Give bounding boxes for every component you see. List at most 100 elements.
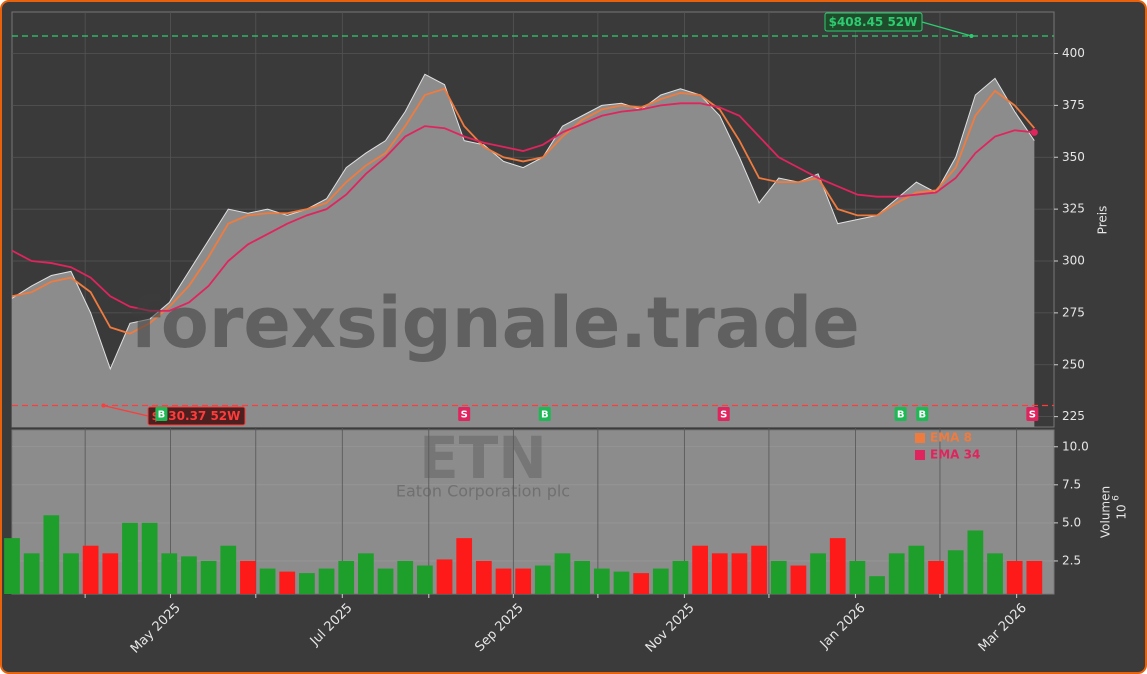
volume-bar xyxy=(751,545,767,594)
annotation-box xyxy=(824,12,923,32)
volume-bar xyxy=(299,573,315,594)
y2-tick-label: 10.0 xyxy=(1062,439,1089,453)
signal-label: B xyxy=(541,410,549,421)
volume-bar xyxy=(711,553,728,594)
price-line xyxy=(11,73,1035,371)
annotation-arrow xyxy=(103,404,149,417)
volume-bar xyxy=(102,553,119,594)
y-tick-label: 300 xyxy=(1062,254,1085,268)
volume-bar xyxy=(318,568,335,594)
volume-bar xyxy=(947,550,964,594)
volume-bar xyxy=(574,560,591,594)
y-axis-label: Preis xyxy=(1096,206,1110,235)
volume-bar xyxy=(141,522,158,594)
volume-bar xyxy=(790,565,807,594)
volume-bar xyxy=(279,571,296,594)
volume-bar xyxy=(122,522,138,594)
volume-bar xyxy=(161,553,178,594)
y-tick-label: 275 xyxy=(1062,305,1085,319)
signal-label: S xyxy=(720,410,727,421)
volume-bar xyxy=(593,568,610,594)
volume-bar xyxy=(200,560,217,594)
y-tick-label: 250 xyxy=(1062,357,1085,371)
ema-line xyxy=(11,102,1035,312)
annotation-label: $230.37 52W xyxy=(152,409,241,423)
legend-label: EMA 34 xyxy=(930,448,980,462)
volume-bar xyxy=(633,573,649,594)
volume-bar xyxy=(475,560,492,594)
annotation-point xyxy=(969,33,974,38)
volume-bar xyxy=(554,553,571,594)
y-tick-label: 325 xyxy=(1062,202,1085,216)
volume-bar xyxy=(869,576,885,594)
annotation-label: $408.45 52W xyxy=(829,15,918,29)
y2-tick-label: 5.0 xyxy=(1062,515,1081,529)
signal-label: B xyxy=(918,410,926,421)
annotation-arrow xyxy=(921,21,972,37)
volume-bar xyxy=(4,538,20,594)
volume-bar xyxy=(908,545,925,594)
volume-bar xyxy=(967,530,984,594)
ema-line xyxy=(11,87,1036,335)
volume-bar xyxy=(888,553,905,594)
price-area xyxy=(12,74,1035,427)
y2-tick-label: 7.5 xyxy=(1062,477,1081,491)
y-tick-label: 400 xyxy=(1062,46,1085,60)
volume-bar xyxy=(181,556,197,594)
volume-bar xyxy=(1026,560,1043,594)
signal-box xyxy=(1026,407,1039,421)
signal-label: S xyxy=(1029,410,1036,421)
volume-bar xyxy=(259,568,276,594)
volume-bar xyxy=(672,560,689,594)
legend-label: EMA 8 xyxy=(930,431,972,445)
volume-bar xyxy=(358,553,374,594)
signal-box xyxy=(916,407,929,421)
watermark: forexsignale.trade xyxy=(130,282,859,364)
volume-bar xyxy=(810,553,826,594)
y2-tick-label: 2.5 xyxy=(1062,553,1081,567)
volume-bar xyxy=(456,538,473,594)
y-tick-label: 375 xyxy=(1062,98,1085,112)
y-tick-label: 350 xyxy=(1062,150,1085,164)
legend-swatch xyxy=(915,450,925,460)
volume-bar xyxy=(338,560,355,594)
signal-label: S xyxy=(461,410,468,421)
volume-bar xyxy=(397,560,414,594)
volume-bar xyxy=(987,553,1003,594)
volume-bar xyxy=(63,553,79,594)
volume-bar xyxy=(1006,560,1023,594)
ema-end xyxy=(1030,128,1038,136)
volume-bar xyxy=(829,538,846,594)
signal-box xyxy=(155,407,168,421)
volume-bar xyxy=(436,559,453,594)
ticker-watermark: ETN xyxy=(419,424,547,492)
volume-bar xyxy=(613,571,630,594)
signal-box xyxy=(458,407,471,421)
signal-box xyxy=(538,407,551,421)
volume-bar xyxy=(770,560,787,594)
volume-bar xyxy=(495,568,512,594)
legend-swatch xyxy=(915,433,925,443)
signal-box xyxy=(894,407,907,421)
annotation-point xyxy=(101,403,106,408)
volume-bar xyxy=(534,565,551,594)
y2-scale-base: 10 xyxy=(1115,504,1129,519)
volume-bar xyxy=(377,568,394,594)
volume-bar xyxy=(240,560,256,594)
volume-bar xyxy=(23,553,40,594)
volume-bar xyxy=(82,545,99,594)
volume-bar xyxy=(220,545,237,594)
y2-scale-exponent: 6 xyxy=(1112,495,1122,501)
volume-bar xyxy=(652,568,669,594)
volume-bar xyxy=(43,515,60,594)
volume-bar xyxy=(849,560,866,594)
y2-axis-label: Volumen xyxy=(1099,486,1113,538)
volume-bar xyxy=(515,568,532,594)
signal-label: B xyxy=(897,410,905,421)
volume-bar xyxy=(928,560,944,594)
volume-bar xyxy=(731,553,748,594)
y-tick-label: 225 xyxy=(1062,409,1085,423)
company-watermark: Eaton Corporation plc xyxy=(396,482,570,501)
